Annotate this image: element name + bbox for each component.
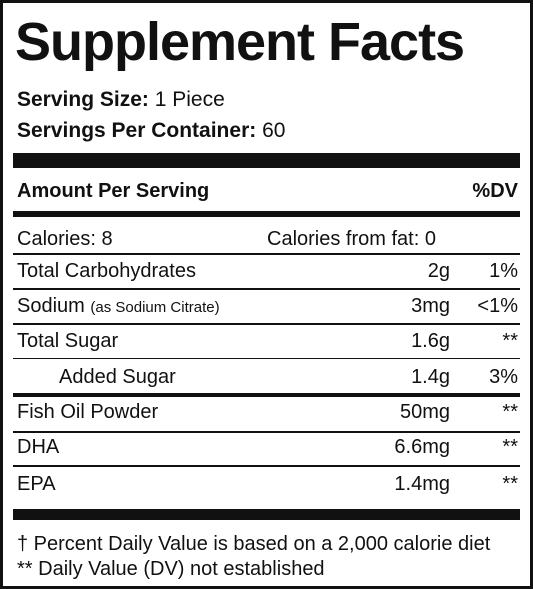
nutrient-name: Total Sugar bbox=[17, 331, 118, 351]
row-rule bbox=[13, 253, 520, 255]
nutrient-label: Sodium bbox=[17, 295, 85, 317]
row-rule bbox=[13, 358, 520, 359]
nutrient-amount: 1.6g bbox=[411, 330, 450, 352]
nutrient-label: Added Sugar bbox=[59, 366, 176, 388]
row-rule bbox=[13, 288, 520, 290]
nutrient-label: Fish Oil Powder bbox=[17, 401, 159, 423]
calories-from-fat: Calories from fat: 0 bbox=[267, 228, 436, 250]
title: Supplement Facts bbox=[15, 12, 465, 72]
nutrient-amount: 6.6mg bbox=[394, 436, 450, 458]
servings-value: 60 bbox=[262, 119, 286, 142]
nutrient-name: EPA bbox=[17, 474, 56, 494]
serving-size: Serving Size: 1 Piece bbox=[17, 89, 225, 110]
footnote: ** Daily Value (DV) not established bbox=[17, 558, 325, 580]
calories: Calories: 8 bbox=[17, 228, 113, 250]
nutrient-note: (as Sodium Citrate) bbox=[90, 299, 220, 316]
nutrient-dv: 3% bbox=[489, 366, 518, 388]
serving-size-label: Serving Size: bbox=[17, 88, 149, 111]
nutrient-dv: <1% bbox=[477, 295, 518, 317]
row-rule bbox=[13, 323, 520, 325]
servings-per-container: Servings Per Container: 60 bbox=[17, 120, 285, 141]
nutrient-name: Added Sugar bbox=[59, 367, 176, 387]
nutrient-amount: 2g bbox=[427, 260, 450, 282]
amount-header: Amount Per Serving bbox=[17, 180, 210, 202]
nutrient-name: Sodium (as Sodium Citrate) bbox=[17, 296, 220, 316]
nutrient-name: Total Carbohydrates bbox=[17, 261, 196, 281]
nutrient-dv: ** bbox=[502, 401, 518, 423]
nutrient-amount: 50mg bbox=[399, 401, 450, 423]
nutrient-name: DHA bbox=[17, 437, 59, 457]
nutrient-dv: ** bbox=[502, 473, 518, 495]
nutrient-dv: ** bbox=[502, 330, 518, 352]
nutrient-label: DHA bbox=[17, 436, 60, 458]
serving-size-value: 1 Piece bbox=[154, 88, 225, 111]
row-rule bbox=[13, 393, 520, 397]
nutrient-label: EPA bbox=[17, 473, 56, 495]
thick-rule bbox=[13, 509, 520, 520]
row-rule bbox=[13, 465, 520, 467]
servings-label: Servings Per Container: bbox=[17, 119, 257, 142]
footnote: † Percent Daily Value is based on a 2,00… bbox=[17, 533, 491, 555]
nutrient-dv: ** bbox=[502, 436, 518, 458]
nutrient-name: Fish Oil Powder bbox=[17, 402, 158, 422]
nutrient-label: Total Sugar bbox=[17, 330, 119, 352]
nutrient-dv: 1% bbox=[489, 260, 518, 282]
nutrient-amount: 3mg bbox=[411, 295, 450, 317]
thick-rule bbox=[13, 153, 520, 168]
nutrient-amount: 1.4mg bbox=[394, 473, 450, 495]
dv-header: %DV bbox=[472, 180, 518, 202]
nutrient-label: Total Carbohydrates bbox=[17, 260, 196, 282]
medium-rule bbox=[13, 211, 520, 217]
row-rule bbox=[13, 431, 520, 433]
nutrient-amount: 1.4g bbox=[411, 366, 450, 388]
